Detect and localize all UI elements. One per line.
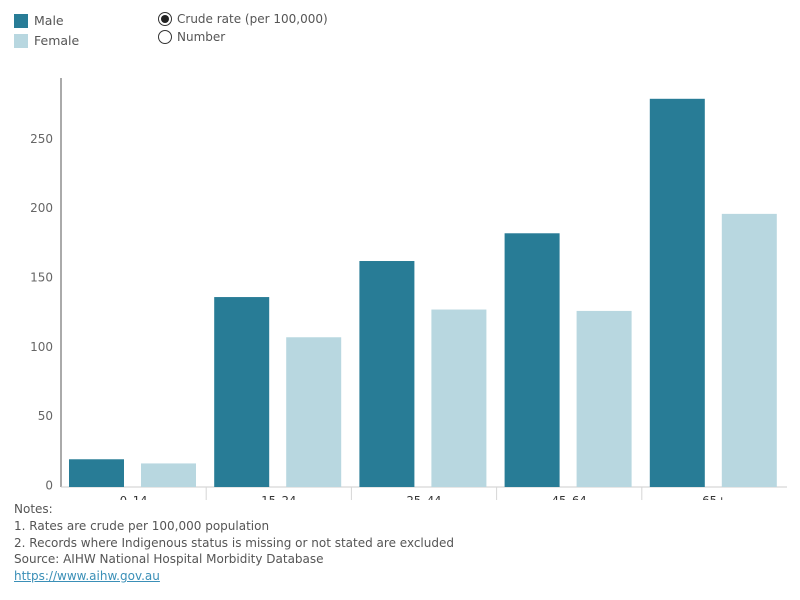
- notes-source: Source: AIHW National Hospital Morbidity…: [14, 552, 324, 567]
- chart-notes: Notes: 1. Rates are crude per 100,000 po…: [14, 501, 454, 585]
- notes-heading: Notes:: [14, 502, 53, 516]
- legend-swatch-male: [14, 13, 28, 28]
- y-tick-label: 100: [30, 340, 53, 354]
- bar-female-1: [286, 337, 342, 487]
- chart-labels: 0 50 100 150 200 250 0–14 15–24 25–44 45–64 65+: [30, 132, 726, 500]
- legend-item-female[interactable]: Female: [14, 33, 79, 48]
- legend-item-male[interactable]: Male: [14, 13, 64, 28]
- bar-male-0: [69, 459, 124, 487]
- radio-dot-icon: [161, 15, 169, 23]
- radio-selected-icon[interactable]: [158, 12, 172, 26]
- legend-label-male: Male: [34, 13, 64, 28]
- note-line-1: 1. Rates are crude per 100,000 populatio…: [14, 518, 270, 533]
- x-category-label: 45–64: [552, 494, 587, 501]
- radio-label-number: Number: [177, 30, 226, 44]
- y-tick-label: 0: [45, 479, 53, 493]
- note-line-2: 2. Records where Indigenous status is mi…: [14, 535, 454, 550]
- radio-crude-rate[interactable]: Crude rate (per 100,000): [158, 12, 328, 26]
- bar-female-0: [141, 463, 196, 487]
- y-tick-label: 150: [30, 271, 53, 285]
- x-category-label: 15–24: [261, 494, 296, 501]
- bar-chart: 0 50 100 150 200 250 0–14 15–24 25–44 45–64 65+: [30, 78, 787, 500]
- radio-unselected-icon[interactable]: [158, 30, 172, 44]
- bar-male-2: [359, 261, 415, 487]
- source-link[interactable]: https://www.aihw.gov.au: [14, 569, 160, 584]
- bar-male-4: [649, 98, 705, 488]
- legend-swatch-female: [14, 33, 28, 48]
- bar-male-1: [214, 297, 270, 487]
- y-tick-label: 200: [30, 201, 53, 215]
- bar-male-3: [504, 233, 560, 487]
- bar-female-2: [431, 309, 487, 487]
- radio-number[interactable]: Number: [158, 30, 225, 44]
- legend-label-female: Female: [34, 33, 80, 48]
- y-tick-label: 250: [30, 132, 53, 146]
- x-category-label: 25–44: [406, 494, 441, 501]
- y-tick-label: 50: [38, 409, 53, 423]
- bar-female-3: [576, 310, 632, 487]
- chart-bars: [69, 98, 777, 488]
- x-category-label: 65+: [702, 494, 726, 501]
- radio-label-crude-rate: Crude rate (per 100,000): [177, 12, 328, 26]
- bar-female-4: [721, 213, 777, 487]
- x-category-label: 0–14: [120, 494, 148, 501]
